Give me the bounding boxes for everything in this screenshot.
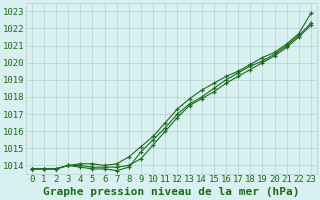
X-axis label: Graphe pression niveau de la mer (hPa): Graphe pression niveau de la mer (hPa) <box>43 187 300 197</box>
